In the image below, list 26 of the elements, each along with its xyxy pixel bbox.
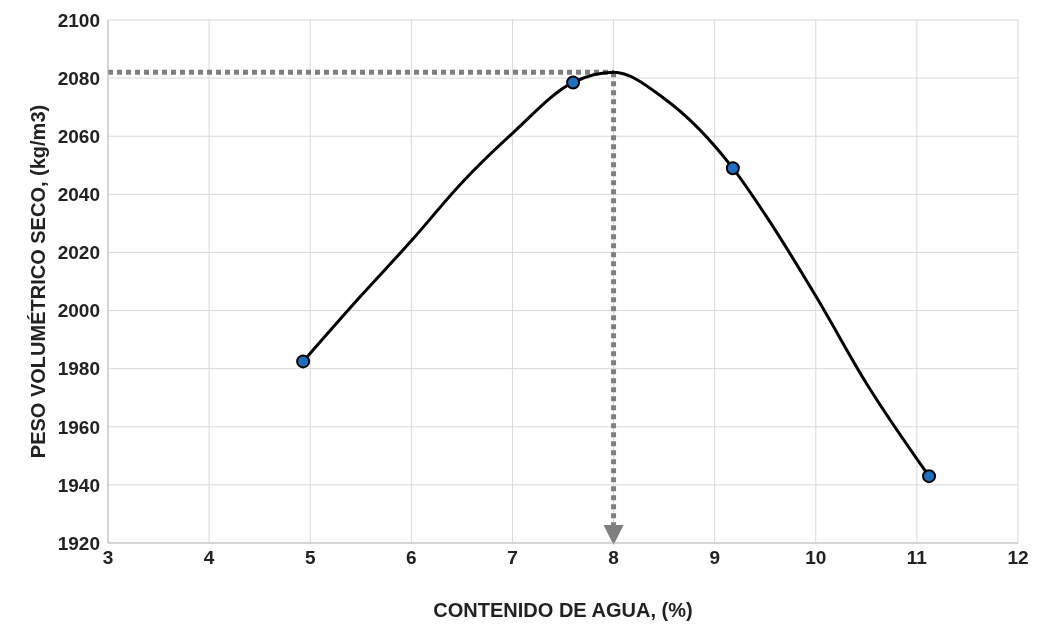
point xyxy=(296,354,311,369)
y-tick-label: 2020 xyxy=(57,242,100,264)
x-tick-label: 11 xyxy=(906,547,928,569)
point xyxy=(566,75,581,90)
y-tick-label: 1960 xyxy=(57,416,100,438)
x-tick-label: 3 xyxy=(102,547,114,569)
x-tick-label: 8 xyxy=(608,547,619,569)
x-tick-label: 12 xyxy=(1007,547,1029,569)
x-tick-label: 5 xyxy=(304,547,316,569)
y-tick-label: 2100 xyxy=(57,9,100,31)
point xyxy=(725,161,740,176)
y-axis-title: PESO VOLUMÉTRICO SECO, (kg/m3) xyxy=(27,104,50,459)
x-axis-title: CONTENIDO DE AGUA, (%) xyxy=(433,599,693,622)
point xyxy=(922,469,937,484)
y-tick-label: 2080 xyxy=(57,67,100,89)
x-tick-label: 9 xyxy=(709,547,720,569)
y-tick-label: 2060 xyxy=(57,125,100,147)
x-tick-label: 4 xyxy=(203,547,215,569)
x-tick-label: 7 xyxy=(507,547,518,569)
x-tick-label: 6 xyxy=(406,547,417,569)
y-tick-label: 1940 xyxy=(57,474,100,496)
x-tick-label: 10 xyxy=(805,547,827,569)
y-tick-label: 2000 xyxy=(57,300,100,322)
y-tick-label: 1920 xyxy=(57,532,100,554)
y-tick-label: 2040 xyxy=(57,184,100,206)
y-tick-label: 1980 xyxy=(57,358,100,380)
